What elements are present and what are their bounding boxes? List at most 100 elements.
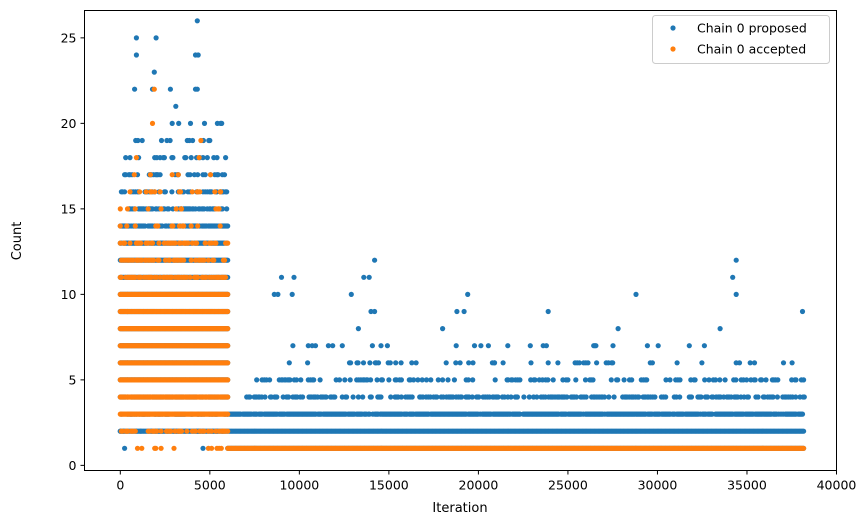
data-point bbox=[733, 377, 739, 383]
data-point bbox=[290, 343, 296, 349]
data-point bbox=[170, 223, 176, 229]
data-point bbox=[293, 377, 300, 383]
data-point bbox=[775, 377, 781, 383]
data-point bbox=[534, 394, 540, 400]
data-point bbox=[127, 240, 133, 246]
data-point bbox=[505, 343, 511, 349]
data-point bbox=[317, 377, 323, 383]
data-point bbox=[712, 377, 719, 383]
data-point bbox=[212, 189, 218, 195]
data-point bbox=[366, 274, 372, 280]
data-point bbox=[339, 343, 345, 349]
data-point bbox=[372, 308, 378, 315]
data-point bbox=[133, 155, 139, 161]
data-point bbox=[332, 394, 338, 400]
data-point bbox=[736, 360, 743, 366]
data-point bbox=[218, 120, 224, 126]
data-point bbox=[491, 360, 498, 366]
plot-frame bbox=[84, 10, 837, 471]
data-point bbox=[209, 445, 215, 451]
data-point bbox=[224, 206, 230, 212]
data-point bbox=[138, 240, 144, 246]
data-point bbox=[172, 240, 178, 246]
data-point bbox=[127, 189, 133, 195]
data-point bbox=[157, 172, 163, 178]
data-point bbox=[434, 394, 440, 400]
data-point bbox=[291, 274, 297, 280]
data-point bbox=[247, 394, 253, 400]
data-point bbox=[409, 394, 415, 400]
data-point bbox=[360, 394, 366, 400]
data-point bbox=[225, 326, 231, 332]
data-point bbox=[789, 360, 795, 366]
data-point bbox=[545, 377, 551, 383]
data-point bbox=[223, 274, 229, 280]
data-point bbox=[409, 360, 415, 366]
data-point bbox=[367, 360, 373, 366]
data-point bbox=[543, 343, 550, 349]
data-point bbox=[262, 394, 268, 400]
data-point bbox=[153, 445, 159, 451]
data-point bbox=[347, 377, 353, 383]
data-point bbox=[407, 377, 413, 383]
data-point bbox=[360, 360, 367, 366]
data-point bbox=[167, 137, 173, 144]
data-point bbox=[615, 377, 621, 383]
data-point bbox=[190, 137, 196, 144]
data-point bbox=[582, 377, 589, 383]
data-point bbox=[169, 189, 175, 195]
data-point bbox=[532, 377, 538, 383]
data-point bbox=[744, 377, 750, 383]
data-point bbox=[355, 326, 361, 332]
data-point bbox=[378, 343, 384, 349]
data-point bbox=[167, 257, 173, 263]
data-point bbox=[801, 377, 807, 383]
data-point bbox=[398, 377, 404, 383]
data-point bbox=[175, 172, 181, 178]
data-point bbox=[611, 394, 617, 400]
data-point bbox=[621, 377, 627, 383]
data-point bbox=[663, 394, 669, 400]
data-point bbox=[601, 394, 608, 400]
data-point bbox=[135, 137, 141, 144]
data-point bbox=[443, 360, 449, 366]
data-point bbox=[751, 377, 757, 383]
data-point bbox=[699, 360, 705, 366]
data-point bbox=[169, 172, 175, 178]
data-point bbox=[663, 377, 669, 383]
data-point bbox=[202, 172, 208, 178]
data-point bbox=[124, 223, 130, 229]
data-point bbox=[173, 206, 179, 212]
data-point bbox=[576, 360, 583, 366]
data-point bbox=[667, 377, 673, 383]
data-point bbox=[733, 291, 739, 297]
data-point bbox=[706, 377, 712, 383]
data-point bbox=[594, 360, 600, 366]
data-point bbox=[386, 377, 392, 383]
data-point bbox=[644, 343, 651, 349]
data-point bbox=[585, 360, 591, 366]
data-point bbox=[225, 377, 231, 383]
data-point bbox=[451, 377, 457, 383]
data-point bbox=[348, 360, 354, 366]
data-point bbox=[459, 394, 465, 400]
data-point bbox=[225, 428, 231, 434]
data-point bbox=[698, 394, 704, 400]
data-point bbox=[278, 274, 285, 280]
data-point bbox=[305, 343, 311, 349]
data-point bbox=[225, 291, 231, 297]
data-point bbox=[194, 240, 200, 246]
data-point bbox=[686, 343, 692, 349]
data-point bbox=[393, 360, 399, 366]
data-point bbox=[274, 394, 280, 400]
data-point bbox=[608, 377, 614, 383]
data-point bbox=[469, 394, 475, 400]
data-point bbox=[211, 257, 217, 263]
data-point bbox=[745, 394, 752, 400]
data-point bbox=[550, 377, 556, 383]
data-point bbox=[344, 394, 350, 400]
data-point bbox=[117, 223, 123, 229]
data-point bbox=[440, 326, 446, 332]
data-point bbox=[763, 377, 769, 383]
data-point bbox=[184, 428, 190, 434]
